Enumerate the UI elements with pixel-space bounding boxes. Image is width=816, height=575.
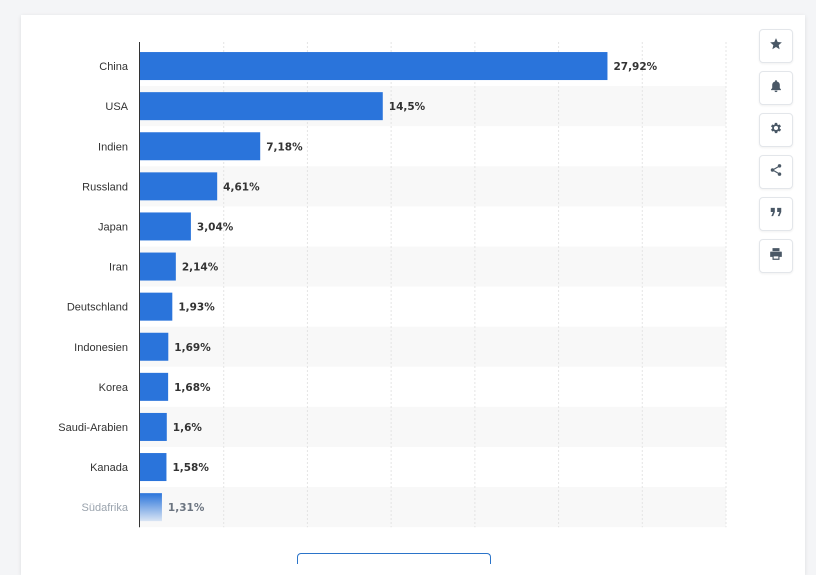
bar xyxy=(140,453,167,482)
row-stripe xyxy=(140,487,726,528)
value-label: 1,31% xyxy=(168,502,205,514)
value-label: 1,58% xyxy=(172,462,209,474)
gear-icon xyxy=(769,121,783,140)
value-label: 7,18% xyxy=(266,141,303,153)
chart-toolbar xyxy=(759,29,793,281)
favorite-button[interactable] xyxy=(759,29,793,63)
bell-icon xyxy=(769,79,783,98)
value-label: 27,92% xyxy=(613,61,657,73)
cite-button[interactable] xyxy=(759,197,793,231)
bar xyxy=(140,292,173,321)
value-label: 4,61% xyxy=(223,181,260,193)
bar xyxy=(140,52,608,81)
print-button[interactable] xyxy=(759,239,793,273)
category-label: Deutschland xyxy=(67,302,128,314)
bar xyxy=(140,412,167,441)
bar xyxy=(140,92,383,121)
share-button[interactable] xyxy=(759,155,793,189)
settings-button[interactable] xyxy=(759,113,793,147)
value-label: 14,5% xyxy=(389,101,426,113)
value-label: 2,14% xyxy=(182,262,219,274)
category-label: Indonesien xyxy=(74,342,128,354)
value-label: 1,68% xyxy=(174,382,211,394)
bar xyxy=(140,493,162,522)
bar xyxy=(140,332,169,361)
bar xyxy=(140,172,218,201)
category-label: USA xyxy=(105,101,128,113)
bar-chart: China 27,92% USA 14,5% Indien 7,18% Russland 4,… xyxy=(58,42,727,528)
star-icon xyxy=(769,37,783,56)
row-stripe xyxy=(140,166,726,207)
value-label: 1,6% xyxy=(173,422,203,434)
category-label: Japan xyxy=(98,221,128,233)
category-label: Saudi-Arabien xyxy=(58,422,128,434)
quote-icon xyxy=(769,205,783,224)
row-stripe xyxy=(140,326,726,367)
category-label: Indien xyxy=(98,141,128,153)
category-label: Iran xyxy=(109,262,128,274)
value-label: 1,69% xyxy=(174,342,211,354)
category-label: Korea xyxy=(99,382,129,394)
value-label: 3,04% xyxy=(197,221,234,233)
category-label: Südafrika xyxy=(82,502,129,514)
share-icon xyxy=(769,163,783,182)
category-label: China xyxy=(99,61,129,73)
category-label: Kanada xyxy=(90,462,129,474)
bar xyxy=(140,132,261,161)
category-label: Russland xyxy=(82,181,128,193)
notification-button[interactable] xyxy=(759,71,793,105)
bar xyxy=(140,372,169,401)
row-stripe xyxy=(140,246,726,287)
row-stripe xyxy=(140,406,726,447)
print-icon xyxy=(769,247,783,266)
value-label: 1,93% xyxy=(178,302,215,314)
bar xyxy=(140,252,176,281)
bar xyxy=(140,212,191,241)
